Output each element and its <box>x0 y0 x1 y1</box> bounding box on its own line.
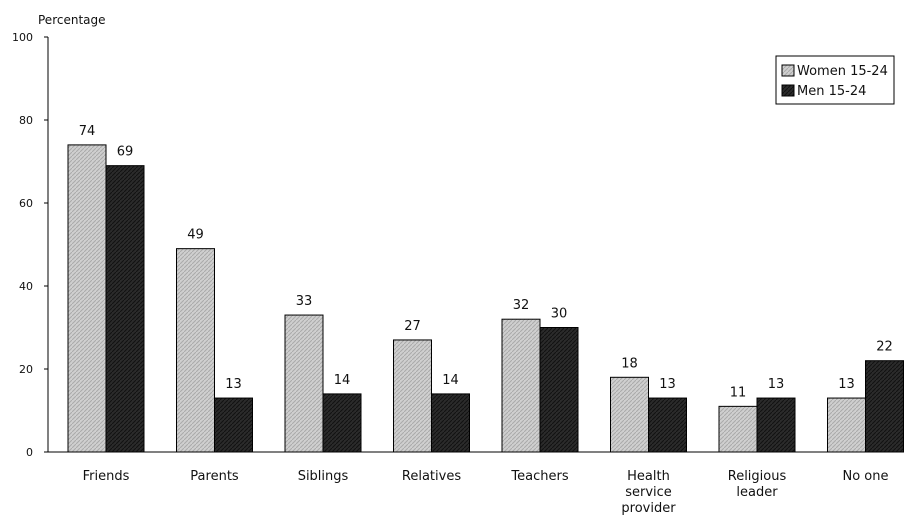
bar-men-5 <box>648 397 687 453</box>
data-label: 69 <box>117 145 134 160</box>
data-label: 13 <box>225 377 242 392</box>
data-label: 30 <box>551 307 568 322</box>
bar-women-2 <box>284 314 324 453</box>
data-label: 49 <box>187 228 204 243</box>
x-tick-label: No one <box>842 469 888 484</box>
bar-men-3 <box>431 393 470 453</box>
x-tick-label: Health service provider <box>621 469 676 516</box>
bar-men-4 <box>539 327 579 453</box>
bar-men-6 <box>756 397 796 453</box>
x-tick-label: Religious leader <box>728 469 787 500</box>
bar-women-7 <box>827 397 866 453</box>
x-tick-label: Relatives <box>402 469 461 484</box>
bar-women-5 <box>610 376 649 453</box>
data-label: 32 <box>513 298 530 313</box>
bar-men-2 <box>322 393 362 453</box>
y-tick-label: 0 <box>26 446 33 459</box>
bar-women-1 <box>176 248 215 453</box>
x-tick-label: Teachers <box>510 469 568 484</box>
data-label: 13 <box>659 377 676 392</box>
legend-swatch <box>781 64 795 77</box>
y-tick-label: 40 <box>19 280 33 293</box>
data-label: 13 <box>838 377 855 392</box>
legend-swatch <box>781 84 795 97</box>
legend-label: Women 15-24 <box>797 64 888 79</box>
x-tick-label: Parents <box>190 469 239 484</box>
data-label: 33 <box>296 294 313 309</box>
data-label: 11 <box>730 385 747 400</box>
y-tick-label: 80 <box>19 114 33 127</box>
data-label: 14 <box>442 373 459 388</box>
legend-box <box>775 55 895 105</box>
data-label: 13 <box>768 377 785 392</box>
bar-women-0 <box>67 144 107 453</box>
data-label: 22 <box>876 340 893 355</box>
legend-label: Men 15-24 <box>797 84 866 99</box>
y-tick-label: 100 <box>12 31 33 44</box>
bar-women-3 <box>393 339 432 453</box>
data-label: 14 <box>334 373 351 388</box>
data-label: 74 <box>79 124 96 139</box>
y-tick-label: 60 <box>19 197 33 210</box>
bar-men-0 <box>105 165 145 453</box>
y-axis-label: Percentage <box>38 13 106 27</box>
y-tick-label: 20 <box>19 363 33 376</box>
bar-women-4 <box>501 318 541 453</box>
bar-men-7 <box>865 360 904 453</box>
x-tick-label: Friends <box>83 469 130 484</box>
data-label: 27 <box>404 319 421 334</box>
bar-women-6 <box>718 405 758 453</box>
bar-men-1 <box>214 397 253 453</box>
data-label: 18 <box>621 356 638 371</box>
x-tick-label: Siblings <box>298 469 349 484</box>
